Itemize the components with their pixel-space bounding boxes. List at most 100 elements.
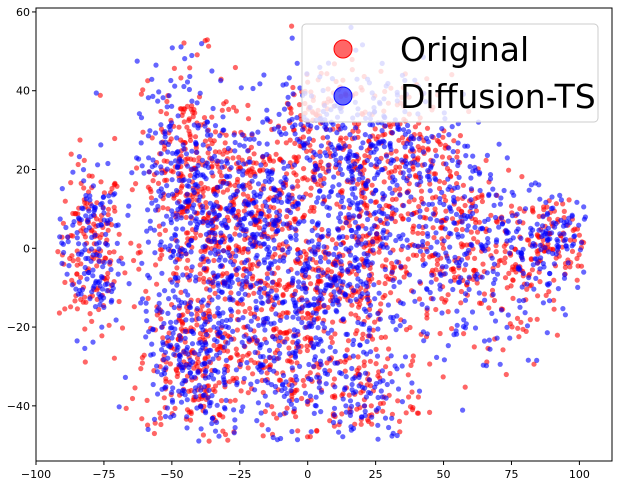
point-original [546,289,552,295]
point-diffusion-ts [228,165,234,171]
point-original [251,290,257,296]
point-diffusion-ts [170,385,176,391]
point-diffusion-ts [61,249,67,256]
point-diffusion-ts [442,226,448,232]
point-diffusion-ts [398,300,404,306]
point-diffusion-ts [232,425,238,431]
point-diffusion-ts [84,219,91,225]
point-diffusion-ts [399,363,405,369]
point-diffusion-ts [98,142,104,148]
point-diffusion-ts [209,170,215,176]
point-diffusion-ts [207,287,213,293]
point-diffusion-ts [175,252,182,258]
point-diffusion-ts [224,174,230,180]
point-diffusion-ts [356,234,362,240]
point-diffusion-ts [358,279,364,285]
point-diffusion-ts [156,300,162,306]
point-diffusion-ts [101,210,107,216]
point-diffusion-ts [209,415,216,421]
point-diffusion-ts [322,249,329,255]
point-diffusion-ts [69,282,75,288]
point-original [353,312,359,318]
point-diffusion-ts [239,223,245,229]
point-diffusion-ts [561,275,568,281]
point-diffusion-ts [545,249,552,255]
point-diffusion-ts [299,319,305,326]
point-diffusion-ts [472,273,478,279]
point-diffusion-ts [294,310,300,316]
point-diffusion-ts [363,182,369,188]
point-diffusion-ts [193,141,199,147]
point-diffusion-ts [227,294,233,301]
point-original [383,202,389,209]
point-original [290,339,296,345]
point-diffusion-ts [343,220,349,226]
point-diffusion-ts [115,222,121,228]
point-diffusion-ts [278,435,284,442]
point-diffusion-ts [410,289,417,295]
point-original [77,137,83,143]
point-diffusion-ts [524,323,531,329]
point-original [283,140,289,146]
point-diffusion-ts [400,243,406,249]
point-diffusion-ts [393,207,399,213]
point-diffusion-ts [342,353,348,359]
point-diffusion-ts [177,158,183,164]
point-diffusion-ts [241,375,247,382]
point-original [291,216,297,222]
point-original [219,173,225,179]
point-diffusion-ts [311,296,317,302]
point-original [199,186,205,192]
point-diffusion-ts [371,211,377,217]
point-diffusion-ts [224,317,230,323]
point-diffusion-ts [468,175,474,181]
point-diffusion-ts [374,353,381,359]
point-diffusion-ts [470,153,476,159]
point-original [301,212,307,218]
point-diffusion-ts [182,392,188,398]
point-original [81,157,87,163]
point-diffusion-ts [159,324,165,330]
point-diffusion-ts [214,158,220,164]
point-original [413,172,419,179]
point-diffusion-ts [151,416,158,422]
point-diffusion-ts [188,238,194,244]
point-diffusion-ts [231,132,237,138]
point-diffusion-ts [203,319,209,325]
point-original [432,206,438,212]
point-diffusion-ts [238,408,245,414]
point-diffusion-ts [323,285,329,291]
point-diffusion-ts [389,130,396,136]
point-original [274,139,280,145]
point-original [158,421,164,428]
point-original [192,134,199,140]
point-diffusion-ts [342,143,348,149]
point-diffusion-ts [338,126,344,132]
point-original [500,347,506,353]
point-diffusion-ts [241,143,247,149]
point-diffusion-ts [484,152,490,158]
point-diffusion-ts [238,297,244,303]
point-diffusion-ts [221,379,227,385]
point-diffusion-ts [291,162,298,168]
point-original [449,326,455,332]
point-original [427,181,433,187]
point-original [262,408,268,415]
point-diffusion-ts [276,342,282,349]
point-original [424,125,431,131]
point-diffusion-ts [159,386,165,392]
point-original [410,353,416,359]
point-diffusion-ts [134,58,140,64]
point-original [187,131,193,137]
point-original [141,352,147,358]
point-diffusion-ts [540,214,546,220]
point-diffusion-ts [188,311,195,317]
point-diffusion-ts [272,295,278,301]
point-original [207,137,213,143]
point-diffusion-ts [337,370,343,376]
point-diffusion-ts [223,397,229,403]
point-original [317,149,323,155]
point-diffusion-ts [307,157,313,163]
point-diffusion-ts [275,124,281,130]
point-diffusion-ts [315,325,321,331]
